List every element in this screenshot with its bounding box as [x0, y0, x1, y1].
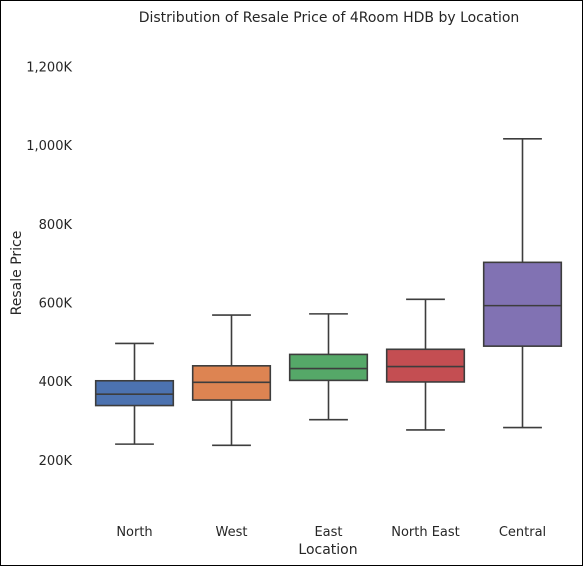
chart-title: Distribution of Resale Price of 4Room HD… [139, 10, 520, 26]
y-tick-label: 200K [39, 454, 73, 469]
y-tick-label: 800K [39, 218, 73, 233]
box-group [482, 138, 563, 429]
y-axis-label: Resale Price [9, 231, 25, 316]
x-tick-label: West [216, 525, 248, 540]
x-axis-ticks: North West East North East Central [116, 525, 546, 540]
box-group [385, 298, 466, 431]
box-series [94, 138, 563, 447]
iqr-box [385, 348, 466, 383]
iqr-box [482, 261, 563, 347]
x-axis-label: Location [298, 542, 357, 558]
box-group [288, 313, 369, 421]
x-tick-label: East [314, 525, 342, 540]
x-tick-label: North East [391, 525, 460, 540]
x-tick-label: Central [499, 525, 546, 540]
box-group [191, 314, 272, 447]
y-tick-label: 1,000K [26, 139, 72, 154]
y-tick-label: 400K [39, 375, 73, 390]
iqr-box [94, 379, 175, 407]
x-tick-label: North [116, 525, 152, 540]
box-group [94, 342, 175, 445]
y-axis-ticks: 200K 400K 600K 800K 1,000K 1,200K [26, 60, 72, 468]
y-tick-label: 600K [39, 296, 73, 311]
iqr-box [288, 353, 369, 382]
y-tick-label: 1,200K [26, 60, 72, 75]
